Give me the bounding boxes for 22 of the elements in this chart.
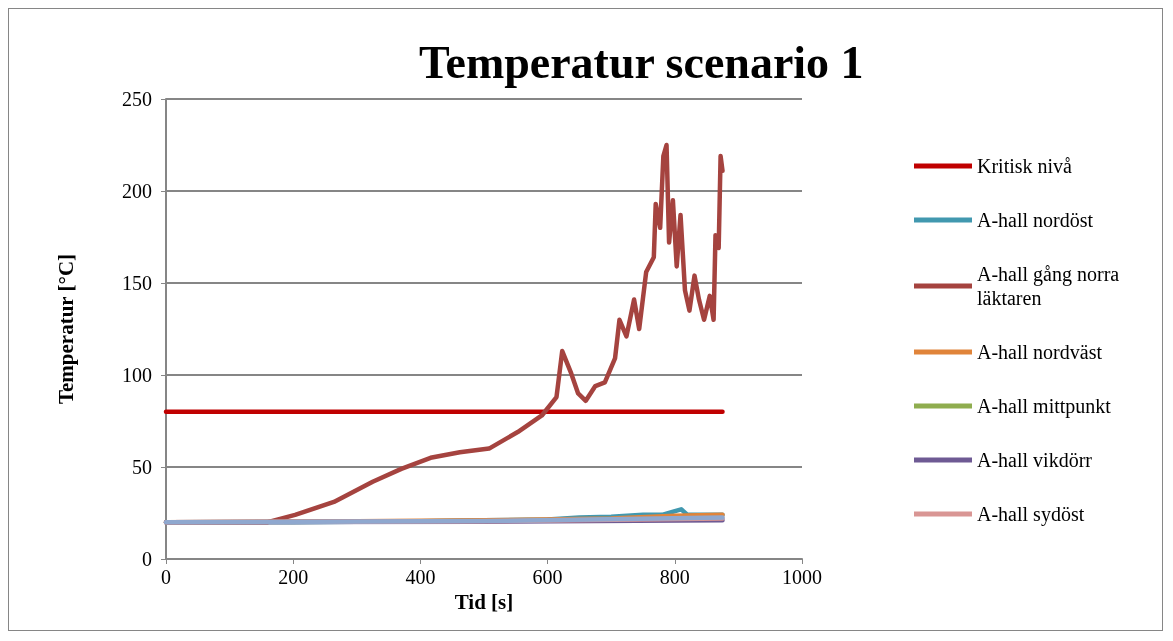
x-tick-label: 200 (278, 566, 309, 588)
legend-label: Kritisk nivå (977, 155, 1073, 177)
y-tick-label: 200 (122, 180, 152, 202)
y-tick-label: 250 (122, 88, 152, 110)
chart-title: Temperatur scenario 1 (419, 36, 864, 88)
legend-label: A-hall sydöst (977, 503, 1085, 526)
y-tick-label: 150 (122, 272, 152, 294)
y-tick-label: 100 (122, 364, 152, 386)
x-tick-label: 400 (405, 566, 436, 588)
legend-label: A-hall nordöst (977, 209, 1094, 231)
legend-label: A-hall vikdörr (977, 449, 1093, 471)
x-tick-label: 800 (659, 566, 690, 588)
x-axis-title: Tid [s] (454, 590, 514, 615)
x-tick-label: 0 (161, 566, 171, 588)
legend-label: A-hall mittpunkt (977, 395, 1112, 418)
x-tick-label: 1000 (782, 566, 822, 588)
y-axis-title: Temperatur [°C] (53, 253, 78, 405)
y-tick-label: 0 (142, 548, 152, 570)
legend-label: A-hall nordväst (977, 341, 1103, 363)
x-tick-label: 600 (532, 566, 563, 588)
y-tick-label: 50 (132, 456, 152, 478)
legend-label: A-hall gång norra läktaren (977, 263, 1125, 309)
